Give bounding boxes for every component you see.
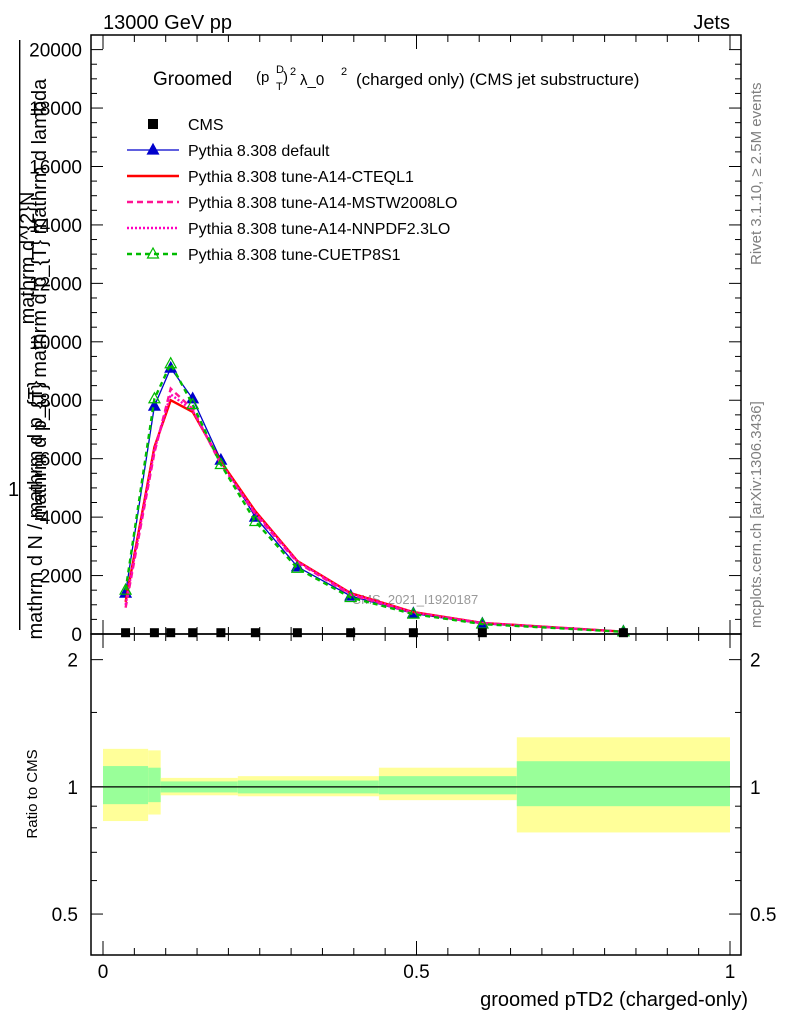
ratio-tick-label: 0.5: [52, 905, 78, 926]
data-point: [188, 628, 198, 638]
data-point: [477, 628, 487, 638]
y-tick-label: 14000: [29, 216, 82, 237]
data-point: [346, 628, 356, 638]
y-tick-label: 18000: [29, 99, 82, 120]
series-marker-4: [186, 397, 200, 410]
y-tick-label: 20000: [29, 41, 82, 62]
svg-text:2: 2: [290, 66, 296, 78]
legend-entry: Pythia 8.308 tune-A14-CTEQL1: [188, 169, 414, 186]
legend: CMS Pythia 8.308 default Pythia 8.308 tune…: [127, 117, 457, 264]
y-tick-label: 16000: [29, 157, 82, 178]
data-point: [292, 628, 302, 638]
series-line-3: [124, 392, 624, 633]
legend-entry: Pythia 8.308 default: [188, 143, 330, 160]
y-tick-label: 0: [71, 625, 82, 646]
data-point: [618, 628, 628, 638]
data-point: [121, 628, 131, 638]
data-point: [408, 628, 418, 638]
series-marker-4: [119, 582, 133, 595]
series-marker-4: [164, 356, 178, 369]
svg-text:Groomed: Groomed: [153, 69, 232, 90]
svg-text:mathrm d N / mathrm d p_{T}: mathrm d N / mathrm d p_{T}: [25, 380, 47, 639]
data-point: [250, 628, 260, 638]
legend-entry: Pythia 8.308 tune-A14-NNPDF2.3LO: [188, 221, 450, 238]
y-axis-label: 1 mathrm d^{2}N mathrm d p_{T} mathrm d …: [8, 40, 51, 639]
svg-text:2: 2: [341, 66, 347, 78]
svg-text:D: D: [276, 64, 284, 76]
x-tick-label: 1: [725, 962, 736, 983]
data-point: [166, 628, 176, 638]
y-tick-label: 12000: [29, 274, 82, 295]
ratio-inner-band: [103, 766, 149, 805]
series-line-4: [124, 361, 624, 633]
ratio-tick-label-right: 1: [750, 778, 761, 799]
series-marker-4: [344, 590, 358, 603]
series-marker-4: [406, 606, 420, 619]
beam-label: 13000 GeV pp: [103, 12, 232, 34]
series-marker-4: [214, 457, 228, 470]
y-tick-label: 6000: [40, 450, 82, 471]
x-tick-label: 0.5: [403, 962, 429, 983]
data-point: [216, 628, 226, 638]
y-tick-label: 10000: [29, 333, 82, 354]
x-tick-label: 0: [98, 962, 109, 983]
x-axis-label: groomed pTD2 (charged-only): [480, 989, 748, 1011]
ratio-tick-label-right: 2: [750, 651, 761, 672]
y-tick-label: 4000: [40, 508, 82, 529]
series-marker-4: [290, 561, 304, 573]
ratio-inner-band: [516, 761, 730, 807]
legend-marker-triangle: [146, 142, 160, 155]
svg-text:λ_0: λ_0: [300, 72, 324, 89]
data-point: [149, 628, 159, 638]
ratio-inner-band: [378, 776, 517, 795]
series-marker-0: [147, 398, 161, 411]
svg-text:1: 1: [8, 479, 19, 501]
legend-entry: Pythia 8.308 tune-CUETP8S1: [188, 247, 401, 264]
legend-entry: Pythia 8.308 tune-A14-MSTW2008LO: [188, 195, 457, 212]
svg-text:): ): [283, 69, 288, 86]
svg-text:mathrm d^{2}N: mathrm d^{2}N: [17, 192, 39, 325]
mcplots-label: mcplots.cern.ch [arXiv:1306.3436]: [748, 401, 765, 628]
process-label: Jets: [693, 12, 730, 34]
ratio-plot-area: 0 0.5 1 0.5 0.5 1 1 2 2: [52, 633, 776, 983]
ratio-tick-label: 1: [67, 778, 78, 799]
ratio-inner-band: [148, 767, 161, 803]
ratio-tick-label: 2: [67, 651, 78, 672]
legend-marker-open-triangle: [146, 246, 160, 259]
y-tick-label: 2000: [40, 567, 82, 588]
svg-text:(charged only) (CMS jet substr: (charged only) (CMS jet substructure): [356, 70, 639, 89]
chart-title: Groomed (p D T ) 2 λ_0 2 (charged only) …: [153, 64, 639, 93]
legend-marker-square: [148, 119, 158, 129]
rivet-label: Rivet 3.1.10, ≥ 2.5M events: [748, 83, 765, 266]
ratio-y-axis-label: Ratio to CMS: [24, 749, 41, 838]
y-tick-label: 8000: [40, 391, 82, 412]
svg-text:(p: (p: [256, 69, 269, 86]
series-marker-4: [248, 514, 262, 527]
svg-text:mathrm d p_{T} mathrm d p_{T}: mathrm d p_{T} mathrm d p_{T} mathrm d l…: [29, 78, 51, 521]
svg-text:T: T: [276, 81, 283, 93]
series-marker-4: [475, 616, 489, 629]
main-plot-area: 0 2000 4000 6000 8000 10000 12000 14000 16000 180…: [29, 34, 742, 646]
series-marker-4: [147, 391, 161, 404]
legend-entry: CMS: [188, 117, 224, 134]
ratio-tick-label-right: 0.5: [750, 905, 776, 926]
